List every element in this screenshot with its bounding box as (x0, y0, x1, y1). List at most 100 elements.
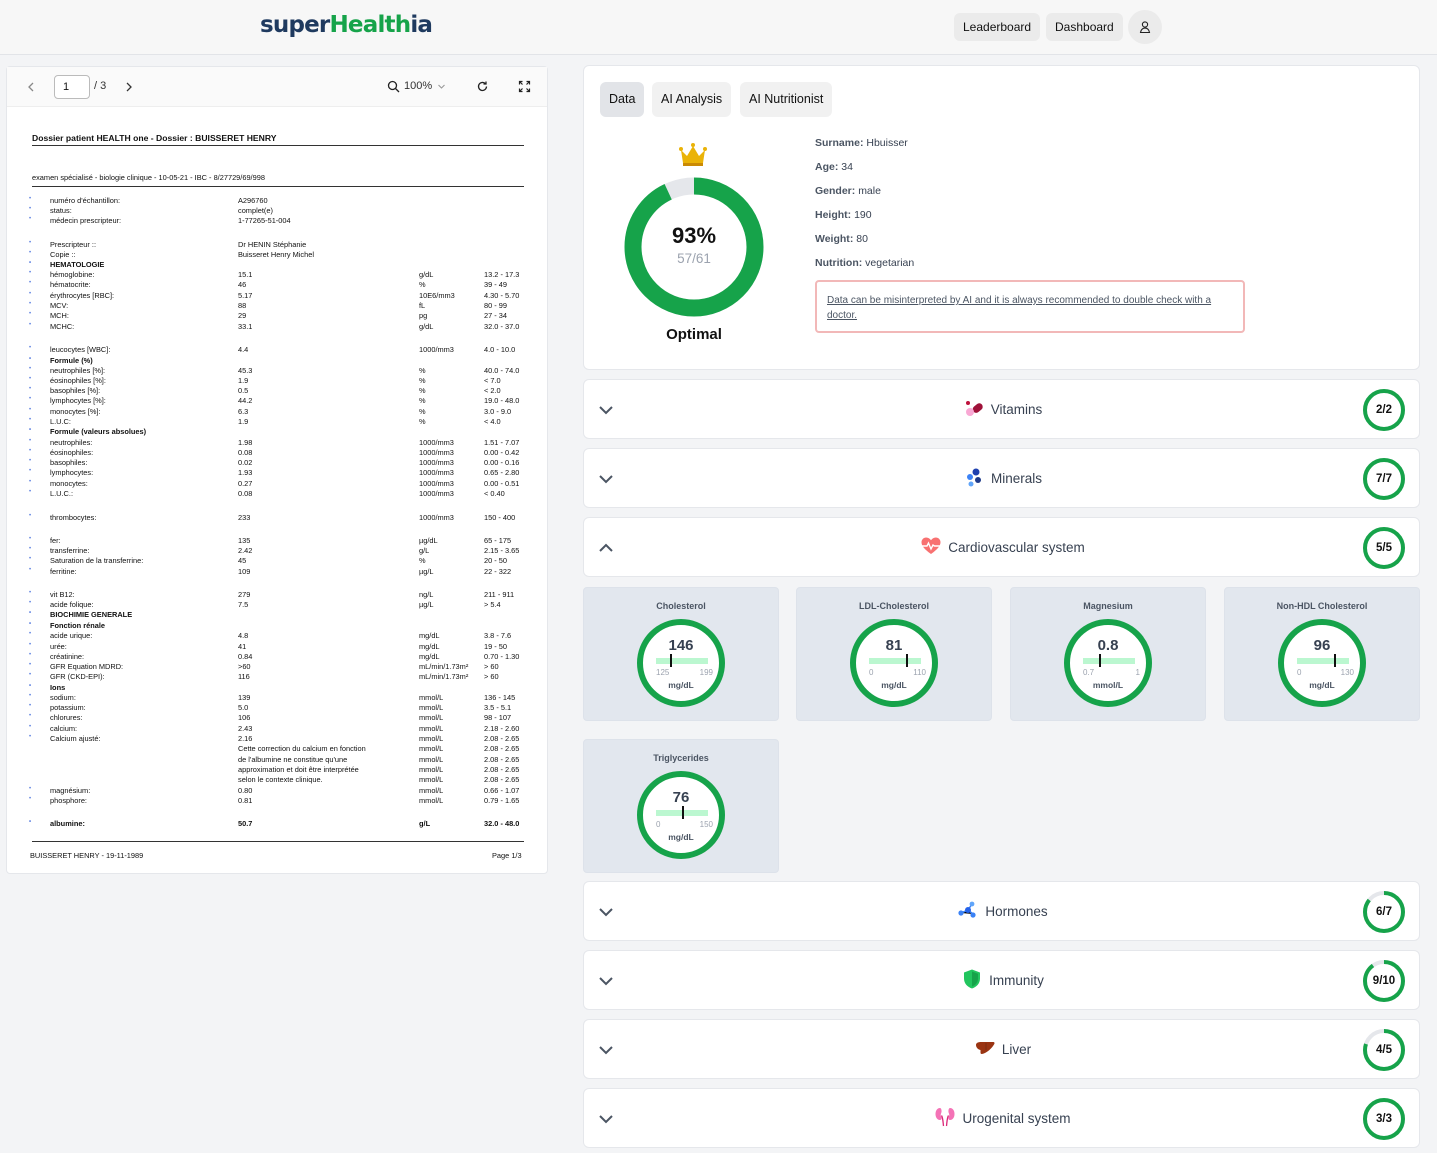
tab-data[interactable]: Data (600, 82, 645, 117)
result-range: < 0.40 (484, 489, 505, 498)
zoom-search-icon[interactable] (387, 80, 400, 93)
lab-result-row: • lymphocytes: 1.93 1000/mm3 0.65 - 2.80 (29, 468, 540, 478)
document-footer-page: Page 1/3 (492, 851, 522, 860)
result-value: 0.27 (238, 479, 253, 488)
dashboard-button[interactable]: Dashboard (1046, 13, 1123, 41)
result-unit: g/L (419, 546, 430, 555)
rotate-icon[interactable] (476, 80, 489, 93)
lab-result-row: Cette correction du calcium en fonction m… (30, 744, 540, 754)
chevron-down-icon[interactable] (596, 902, 616, 922)
marker-name: Non-HDL Cholesterol (1276, 601, 1368, 611)
result-label: monocytes: (50, 479, 88, 488)
category-hormones[interactable]: Hormones 6/7 (583, 881, 1420, 941)
result-label: neutrophiles [%]: (50, 366, 106, 375)
document-footer-patient: BUISSERET HENRY - 19-11-1989 (30, 851, 144, 860)
chevron-down-icon[interactable] (596, 400, 616, 420)
result-unit: % (419, 376, 426, 385)
result-unit: % (419, 407, 426, 416)
chevron-down-icon[interactable] (596, 1109, 616, 1129)
leaderboard-button[interactable]: Leaderboard (954, 13, 1041, 41)
lab-result-row: • basophiles [%]: 0.5% < 2.0 (29, 386, 540, 396)
result-unit: mmol/L (419, 703, 444, 712)
overall-score-ring (624, 177, 764, 317)
category-liver[interactable]: Liver 4/5 (583, 1019, 1420, 1079)
marker-unit: mg/dL (881, 680, 907, 690)
result-unit: % (419, 386, 426, 395)
result-unit: µg/L (419, 600, 434, 609)
result-range: > 60 (484, 662, 499, 671)
marker-range-bar (656, 658, 708, 664)
next-page-icon[interactable] (123, 81, 135, 93)
chevron-up-icon[interactable] (596, 538, 616, 558)
result-range: 19.0 - 48.0 (484, 396, 520, 405)
pdf-toolbar: 1 / 3 100% (7, 67, 547, 107)
category-minerals[interactable]: Minerals 7/7 (583, 448, 1420, 508)
marker-tile-ldl-cholesterol[interactable]: LDL-Cholesterol 81 0 110 mg/dL (796, 587, 992, 721)
lab-result-row: • neutrophiles [%]: 45.3% 40.0 - 74.0 (29, 366, 540, 376)
row-marker: • (29, 546, 32, 552)
tab-ai-analysis[interactable]: AI Analysis (652, 82, 732, 117)
chevron-down-icon[interactable] (596, 469, 616, 489)
marker-tile-non-hdl-cholesterol[interactable]: Non-HDL Cholesterol 96 0 130 mg/dL (1224, 587, 1420, 721)
chevron-down-icon[interactable] (437, 82, 446, 91)
result-label: lymphocytes [%]: (50, 396, 106, 405)
page-number-input[interactable]: 1 (54, 75, 90, 99)
lab-result-row: • fer: 135 µg/dL 65 - 175 (29, 536, 540, 546)
lab-result-row: • leucocytes [WBC]: 4.4 1000/mm3 4.0 - 10.0 (29, 345, 540, 355)
result-value: 1.9 (238, 417, 249, 426)
marker-tile-cholesterol[interactable]: Cholesterol 146 125 199 mg/dL (583, 587, 779, 721)
marker-tile-magnesium[interactable]: Magnesium 0.8 0.7 1 mmol/L (1010, 587, 1206, 721)
profile-height: Height: 190 (815, 209, 872, 221)
row-marker: • (29, 345, 32, 351)
category-score-ring (1363, 891, 1405, 933)
lab-result-row: • ferritine: 109 µg/L 22 - 322 (29, 567, 540, 577)
result-unit: mg/dL (419, 642, 440, 651)
app-logo[interactable]: superHealthia (260, 12, 433, 38)
result-label: BIOCHIMIE GENERALE (50, 610, 133, 619)
result-unit: % (419, 556, 426, 565)
lab-result-row: selon le contexte clinique. mmol/L 2.08 - … (30, 775, 540, 785)
lab-result-row: • vit B12: 279 ng/L 211 - 911 (29, 590, 540, 600)
marker-range-bar (1083, 658, 1135, 664)
category-cardiovascular[interactable]: Cardiovascular system 5/5 (583, 517, 1420, 577)
fullscreen-icon[interactable] (518, 80, 531, 93)
marker-unit: mg/dL (668, 680, 694, 690)
lab-result-row: • éosinophiles: 0.08 1000/mm3 0.00 - 0.42 (29, 448, 540, 458)
prev-page-icon[interactable] (25, 81, 37, 93)
result-label: Ions (50, 683, 66, 692)
chevron-down-icon[interactable] (596, 971, 616, 991)
result-range: < 7.0 (484, 376, 501, 385)
category-urogenital[interactable]: Urogenital system 3/3 (583, 1088, 1420, 1148)
summary-card: Data AI Analysis AI Nutritionist 93% 57/… (583, 65, 1420, 370)
result-range: 65 - 175 (484, 536, 512, 545)
tab-ai-nutritionist[interactable]: AI Nutritionist (740, 82, 833, 117)
row-marker: • (29, 448, 32, 454)
result-label: HEMATOLOGIE (50, 260, 105, 269)
row-marker: • (29, 322, 32, 328)
zoom-level[interactable]: 100% (404, 80, 433, 92)
kidney-icon (935, 1108, 955, 1127)
marker-max: 130 (1340, 668, 1354, 677)
user-menu-button[interactable] (1128, 10, 1162, 44)
row-marker: • (29, 196, 32, 202)
heart-pulse-icon (921, 537, 941, 555)
lab-result-row: • phosphore: 0.81 mmol/L 0.79 - 1.65 (29, 796, 540, 806)
category-vitamins[interactable]: Vitamins 2/2 (583, 379, 1420, 439)
result-unit: mmol/L (419, 734, 444, 743)
row-marker: • (29, 216, 32, 222)
category-label: Urogenital system (962, 1111, 1071, 1126)
result-unit: 1000/mm3 (419, 448, 454, 457)
result-range: 3.0 - 9.0 (484, 407, 512, 416)
result-unit: µg/L (419, 567, 434, 576)
row-marker: • (29, 301, 32, 307)
chevron-down-icon[interactable] (596, 1040, 616, 1060)
result-label: neutrophiles: (50, 438, 93, 447)
result-unit: 10E6/mm3 (419, 291, 455, 300)
marker-tile-triglycerides[interactable]: Triglycerides 76 0 150 mg/dL (583, 739, 779, 873)
category-immunity[interactable]: Immunity 9/10 (583, 950, 1420, 1010)
ai-warning-notice[interactable]: Data can be misinterpreted by AI and it … (815, 280, 1245, 333)
result-label: Prescripteur :: (50, 240, 97, 249)
result-value: 1.98 (238, 438, 253, 447)
result-unit: pg (419, 311, 428, 320)
result-value: 2.43 (238, 724, 253, 733)
